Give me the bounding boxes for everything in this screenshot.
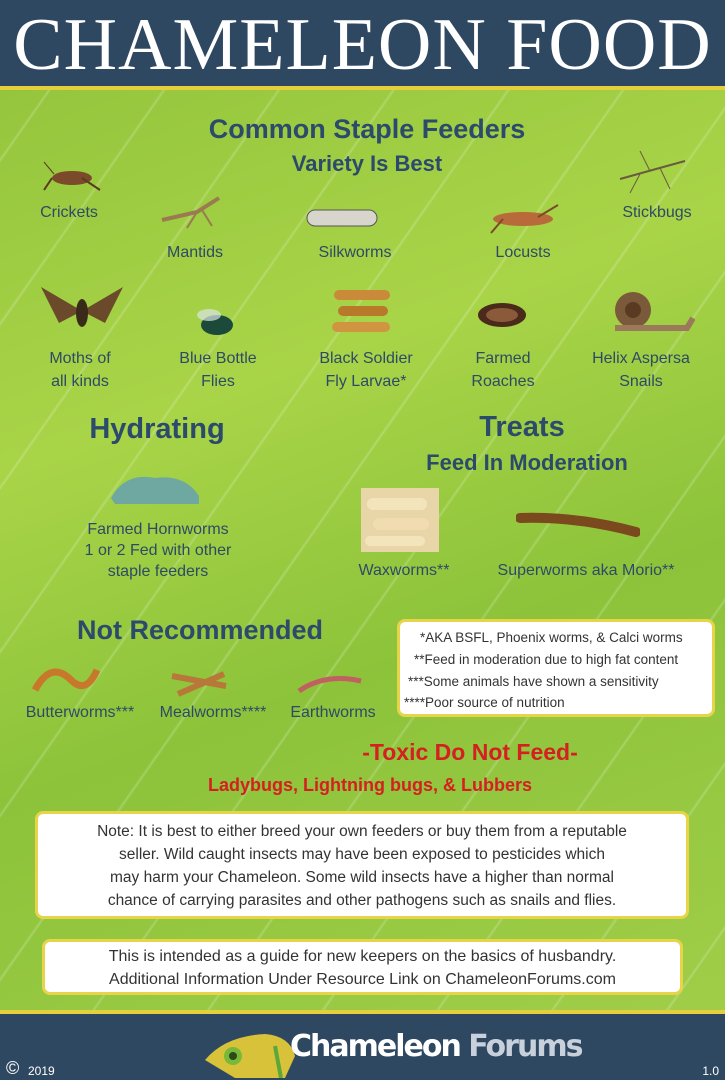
label-line: Black Soldier <box>319 350 413 367</box>
cricket-icon <box>43 161 101 191</box>
footer: © 2019 Chameleon Forums 1.0 <box>0 1010 725 1080</box>
copyright-year: 2019 <box>28 1064 55 1078</box>
info-line: This is intended as a guide for new keep… <box>108 948 617 965</box>
label-flies: Blue Bottle Flies <box>179 347 256 393</box>
roach-icon <box>478 303 526 327</box>
logo-word: Chameleon <box>290 1029 462 1064</box>
treats-heading: Treats <box>479 411 565 443</box>
fly-icon <box>197 309 233 335</box>
version: 1.0 <box>702 1064 719 1078</box>
waxworm-icon <box>361 488 439 552</box>
staple-heading: Common Staple Feeders <box>208 114 526 144</box>
label-bsfl: Black Soldier Fly Larvae* <box>319 347 412 393</box>
staple-subheading: Variety Is Best <box>291 151 443 176</box>
label-line: Helix Aspersa <box>592 350 690 367</box>
label-mealworms: Mealworms**** <box>159 704 267 721</box>
footnote: ****Poor source of nutrition <box>404 695 565 710</box>
not-recommended-heading: Not Recommended <box>76 615 324 645</box>
snail-icon <box>615 292 695 331</box>
label-locusts: Locusts <box>495 244 551 261</box>
label-line: Blue Bottle <box>179 350 257 367</box>
hornworm-icon <box>111 476 199 504</box>
earthworm-icon <box>297 676 362 694</box>
note-line: seller. Wild caught insects may have bee… <box>119 846 605 863</box>
label-line: Fly Larvae* <box>325 373 407 390</box>
logo-word: Forums <box>468 1029 583 1064</box>
label-line: Roaches <box>471 373 535 390</box>
label-snails: Helix Aspersa Snails <box>592 347 690 393</box>
hydrating-heading: Hydrating <box>89 413 225 445</box>
note-box: Note: It is best to either breed your ow… <box>35 811 689 919</box>
logo-text: Chameleon Forums <box>290 1029 583 1064</box>
toxic-list: Ladybugs, Lightning bugs, & Lubbers <box>208 775 532 795</box>
larvae-icon <box>332 290 390 332</box>
treats-subheading: Feed In Moderation <box>426 450 628 475</box>
text-line: 1 or 2 Fed with other <box>84 542 232 559</box>
superworm-icon <box>516 512 640 537</box>
mealworm-icon <box>171 671 227 697</box>
info-box: This is intended as a guide for new keep… <box>42 939 683 995</box>
footnote: **Feed in moderation due to high fat con… <box>414 652 679 667</box>
locust-icon <box>490 204 559 234</box>
label-line: Moths of <box>49 350 111 367</box>
mantis-icon <box>161 196 221 229</box>
note-line: Note: It is best to either breed your ow… <box>97 823 627 840</box>
label-superworms: Superworms aka Morio** <box>497 562 675 579</box>
label-waxworms: Waxworms** <box>358 562 450 579</box>
label-stickbugs: Stickbugs <box>622 204 692 221</box>
page-title: CHAMELEON FOOD <box>13 4 712 86</box>
label-mantids: Mantids <box>166 244 224 261</box>
footnote: ***Some animals have shown a sensitivity <box>408 674 659 689</box>
info-line: Additional Information Under Resource Li… <box>109 971 616 988</box>
footnote: *AKA BSFL, Phoenix worms, & Calci worms <box>420 630 683 645</box>
silkworm-icon <box>306 209 378 227</box>
header: CHAMELEON FOOD <box>0 0 725 90</box>
butterworm-icon <box>31 668 101 692</box>
label-crickets: Crickets <box>40 204 98 221</box>
label-line: Flies <box>201 373 235 390</box>
label-moths: Moths of all kinds <box>49 347 110 393</box>
note-line: may harm your Chameleon. Some wild insec… <box>110 869 614 886</box>
chameleon-logo-icon <box>205 1034 295 1078</box>
label-line: Farmed <box>475 350 531 367</box>
label-roaches: Farmed Roaches <box>471 347 534 393</box>
label-line: Snails <box>619 373 663 390</box>
text-line: staple feeders <box>107 563 209 580</box>
label-line: all kinds <box>51 373 109 390</box>
stickbug-icon <box>619 150 686 194</box>
toxic-heading: -Toxic Do Not Feed- <box>362 739 578 765</box>
label-butterworms: Butterworms*** <box>25 704 135 721</box>
note-line: chance of carrying parasites and other p… <box>107 892 617 909</box>
moth-icon <box>41 287 123 327</box>
text-line: Farmed Hornworms <box>87 521 229 538</box>
footnotes-box: *AKA BSFL, Phoenix worms, & Calci worms … <box>397 619 715 717</box>
hydrating-text: Farmed Hornworms 1 or 2 Fed with other sta… <box>85 519 232 582</box>
copyright-icon: © <box>6 1058 20 1078</box>
label-earthworms: Earthworms <box>290 704 376 721</box>
label-silkworms: Silkworms <box>318 244 392 261</box>
